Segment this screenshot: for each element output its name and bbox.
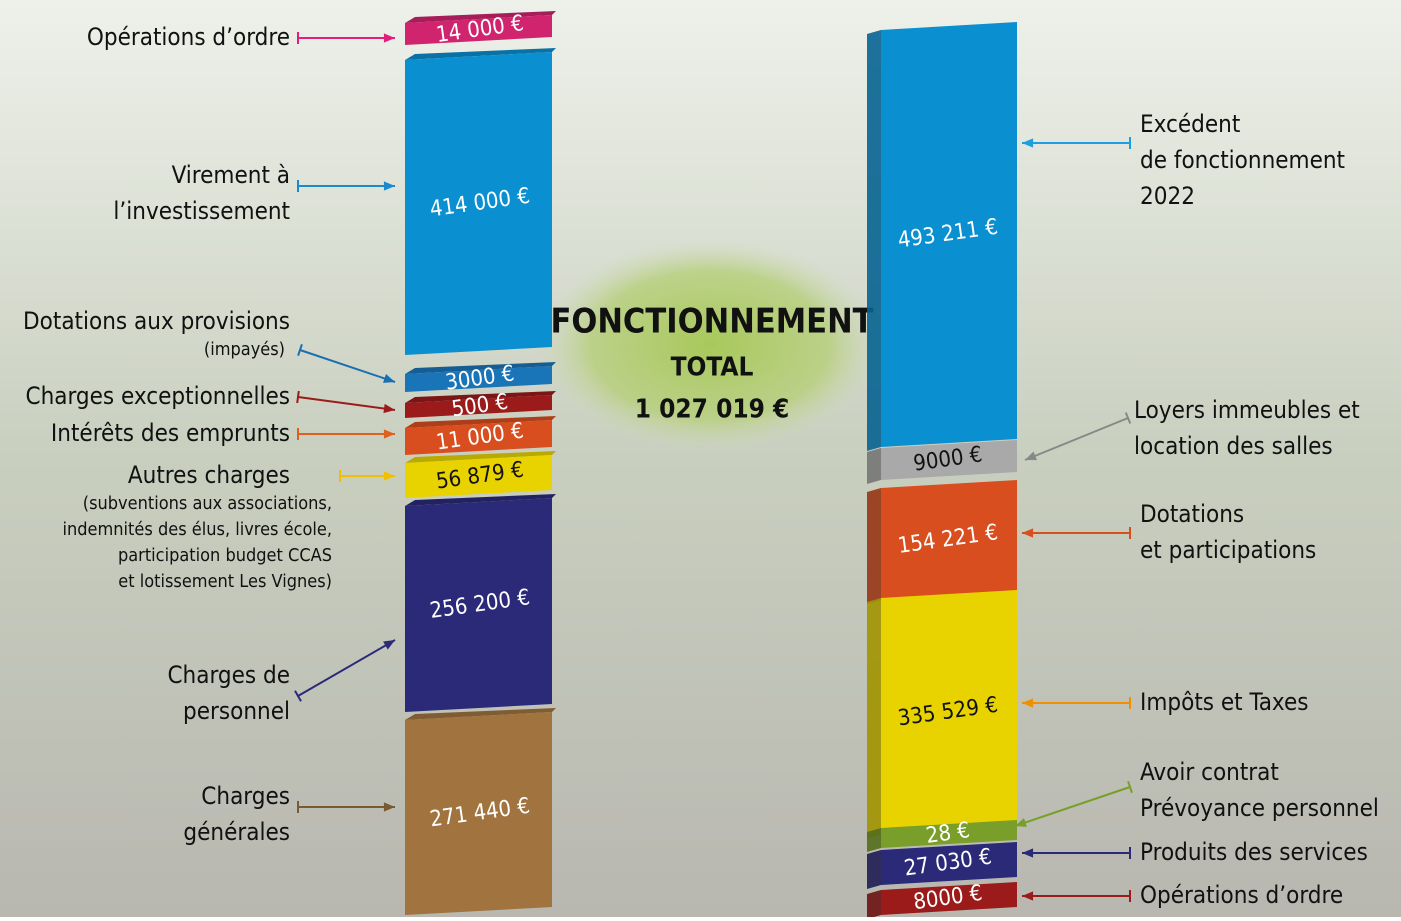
label: Charges — [201, 782, 290, 810]
center-total: 1 027 019 € — [635, 395, 790, 425]
label: générales — [183, 818, 290, 846]
label: Charges de — [167, 661, 290, 689]
label: l’investissement — [113, 197, 290, 225]
center-title: FONCTIONNEMENT — [550, 302, 873, 342]
label: Loyers immeubles et — [1134, 396, 1360, 424]
block-side — [867, 30, 881, 451]
label: 2022 — [1140, 182, 1195, 210]
label: location des salles — [1134, 432, 1333, 460]
note: participation budget CCAS — [118, 545, 332, 566]
label: de fonctionnement — [1140, 146, 1345, 174]
label: Impôts et Taxes — [1140, 688, 1309, 716]
block-side — [867, 890, 881, 917]
label: Opérations d’ordre — [87, 23, 290, 51]
block-side — [867, 850, 881, 889]
center-subtitle: TOTAL — [671, 353, 754, 383]
label: Produits des services — [1140, 838, 1368, 866]
note: indemnités des élus, livres école, — [63, 519, 333, 540]
note: (impayés) — [204, 339, 285, 360]
label: et participations — [1140, 536, 1316, 564]
label: Virement à — [172, 161, 290, 189]
block-side — [867, 828, 881, 852]
label: Prévoyance personnel — [1140, 794, 1379, 822]
note: et lotissement Les Vignes) — [118, 571, 332, 592]
note: (subventions aux associations, — [83, 493, 332, 514]
label: personnel — [183, 697, 290, 725]
infographic: FONCTIONNEMENT TOTAL 1 027 019 € 14 000 … — [0, 0, 1401, 917]
block-side — [867, 488, 881, 604]
label: Charges exceptionnelles — [25, 382, 290, 410]
label: Dotations aux provisions — [23, 307, 290, 335]
label: Excédent — [1140, 110, 1240, 138]
label: Intérêts des emprunts — [51, 419, 290, 447]
block-side — [867, 448, 881, 484]
label: Autres charges — [128, 461, 290, 489]
label: Avoir contrat — [1140, 758, 1279, 786]
block-side — [867, 598, 881, 839]
label: Dotations — [1140, 500, 1244, 528]
label: Opérations d’ordre — [1140, 881, 1343, 909]
